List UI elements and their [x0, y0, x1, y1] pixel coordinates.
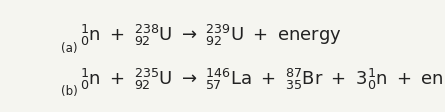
Text: (a): (a) [61, 41, 77, 54]
Text: $^{1}_{0}\mathrm{n} \ + \ ^{235}_{92}\mathrm{U} \ \rightarrow \ ^{146}_{57}\math: $^{1}_{0}\mathrm{n} \ + \ ^{235}_{92}\ma… [81, 66, 445, 91]
Text: (b): (b) [61, 85, 77, 97]
Text: $^{1}_{0}\mathrm{n} \ + \ ^{238}_{92}\mathrm{U} \ \rightarrow \ ^{239}_{92}\math: $^{1}_{0}\mathrm{n} \ + \ ^{238}_{92}\ma… [81, 23, 342, 48]
